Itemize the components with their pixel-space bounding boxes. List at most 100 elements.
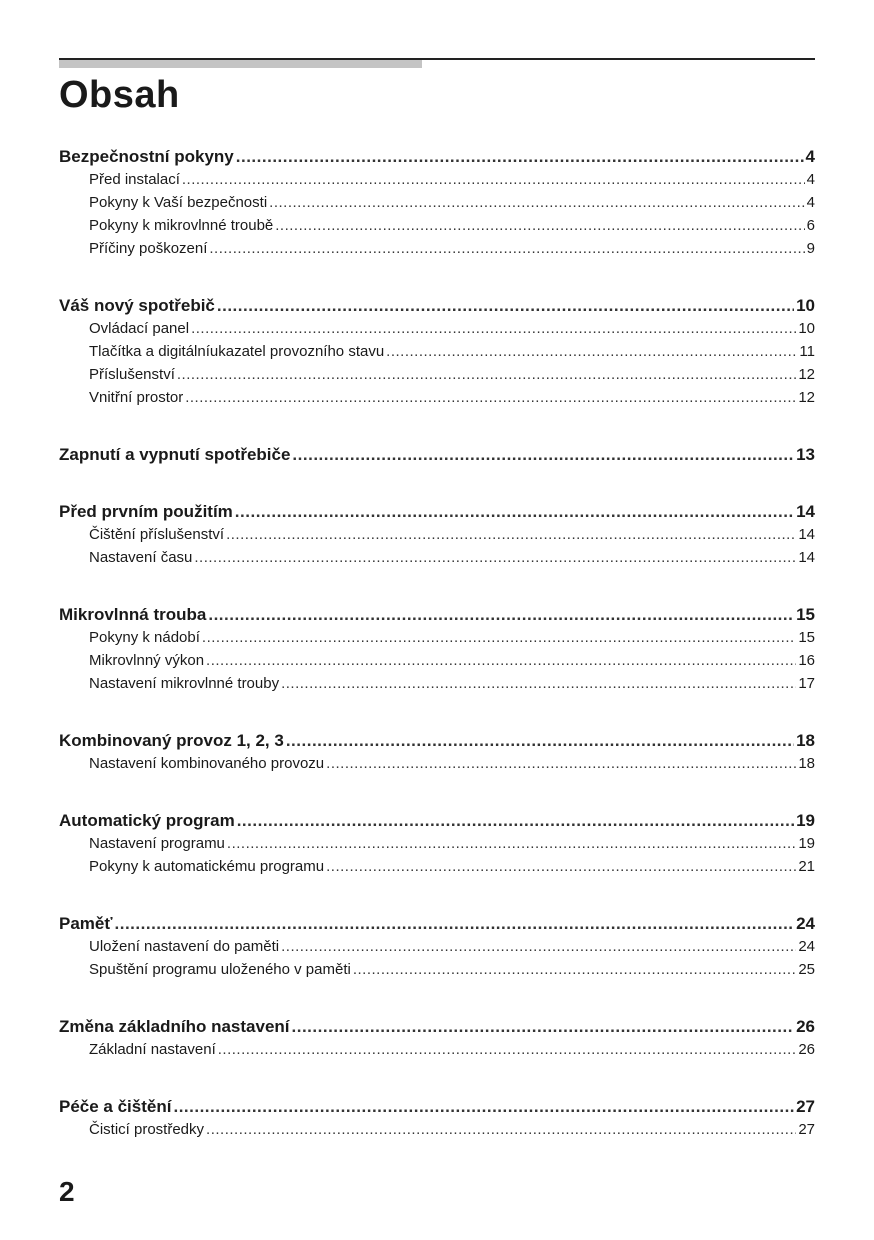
toc-entry[interactable]: Vnitřní prostor 12 [59,386,815,409]
toc-entry-label: Příčiny poškození [89,240,208,257]
toc-section-heading[interactable]: Váš nový spotřebič 10 [59,294,815,317]
toc-entry-page: 15 [798,629,815,646]
toc-entry-page: 25 [798,961,815,978]
toc-entry-label: Změna základního nastavení [59,1017,290,1036]
dot-leader [227,832,796,855]
toc-section-heading[interactable]: Automatický program 19 [59,809,815,832]
toc-entry-page: 19 [796,811,815,830]
toc-entry-page: 14 [798,549,815,566]
toc-entry-label: Tlačítka a digitálníukazatel provozního … [89,343,385,360]
dot-leader [275,214,804,237]
toc-entry[interactable]: Pokyny k mikrovlnné troubě 6 [59,214,815,237]
toc-entry-label: Ovládací panel [89,320,190,337]
page-title: Obsah [59,74,180,116]
toc-entry-label: Paměť [59,914,113,933]
toc-entry-page: 27 [796,1097,815,1116]
toc-entry-page: 27 [798,1121,815,1138]
toc-entry-page: 17 [798,675,815,692]
toc-entry-page: 15 [796,605,815,624]
toc-entry-page: 21 [798,858,815,875]
toc-entry-label: Pokyny k mikrovlnné troubě [89,217,274,234]
toc-entry[interactable]: Nastavení programu 19 [59,832,815,855]
dot-leader [185,386,796,409]
toc-section: Změna základního nastavení26Základní nas… [59,1015,815,1061]
toc-entry-label: Mikrovlnná trouba [59,605,207,624]
toc-entry-page: 12 [798,389,815,406]
dot-leader [177,363,796,386]
toc-entry-page: 16 [798,652,815,669]
toc-section-heading[interactable]: Paměť 24 [59,912,815,935]
toc-entry[interactable]: Spuštění programu uloženého v paměti 25 [59,958,815,981]
toc-entry-page: 13 [796,445,815,464]
toc-entry-page: 11 [799,343,815,360]
toc-entry[interactable]: Nastavení mikrovlnné trouby 17 [59,672,815,695]
toc-entry-label: Základní nastavení [89,1041,216,1058]
toc-section: Péče a čištění 27 Čisticí prostředky 27 [59,1095,815,1141]
toc-entry-page: 10 [796,296,815,315]
dot-leader [173,1095,794,1118]
toc-entry-label: Kombinovaný provoz 1, 2, 3 [59,731,284,750]
toc-entry-page: 4 [806,171,815,188]
toc-entry-label: Před prvním použitím [59,502,233,521]
dot-leader [209,237,804,260]
dot-leader [237,809,794,832]
dot-leader [281,935,796,958]
toc-entry-page: 10 [798,320,815,337]
toc-section-heading[interactable]: Zapnutí a vypnutí spotřebiče 13 [59,443,815,466]
toc-entry-label: Pokyny k Vaší bezpečnosti [89,194,268,211]
toc-entry[interactable]: Nastavení času 14 [59,546,815,569]
toc-entry[interactable]: Čištění příslušenství 14 [59,523,815,546]
page-number: 2 [59,1176,75,1207]
dot-leader [236,145,804,168]
toc-section-heading[interactable]: Bezpečnostní pokyny 4 [59,145,815,168]
dot-leader [286,729,794,752]
toc-entry[interactable]: Čisticí prostředky 27 [59,1118,815,1141]
toc-section-heading[interactable]: Kombinovaný provoz 1, 2, 3 18 [59,729,815,752]
toc-entry[interactable]: Tlačítka a digitálníukazatel provozního … [59,340,815,363]
toc-entry[interactable]: Ovládací panel 10 [59,317,815,340]
toc-entry[interactable]: Nastavení kombinovaného provozu 18 [59,752,815,775]
toc-entry-label: Bezpečnostní pokyny [59,147,234,166]
toc-entry[interactable]: Základní nastavení 26 [59,1038,815,1061]
toc-section: Paměť 24 Uložení nastavení do paměti 24 Spuš… [59,912,815,981]
toc-entry-page: 24 [796,914,815,933]
toc-entry-label: Nastavení kombinovaného provozu [89,755,325,772]
toc-entry[interactable]: Před instalací 4 [59,168,815,191]
toc-entry[interactable]: Příčiny poškození 9 [59,237,815,260]
toc-entry-label: Nastavení programu [89,835,225,852]
toc-entry-label: Spuštění programu uloženého v paměti [89,961,351,978]
dot-leader [226,523,796,546]
toc-entry-label: Péče a čištění [59,1097,172,1116]
dot-leader [202,626,796,649]
toc-section-heading[interactable]: Změna základního nastavení 26 [59,1015,815,1038]
toc-section-heading[interactable]: Péče a čištění 27 [59,1095,815,1118]
toc-section: Bezpečnostní pokyny4Před instalací4Pokyn… [59,145,815,260]
dot-leader [269,191,805,214]
toc-entry-page: 26 [798,1041,815,1058]
toc-entry-page: 6 [806,217,815,234]
header-gray-bar [59,60,422,68]
toc-entry[interactable]: Mikrovlnný výkon 16 [59,649,815,672]
toc-entry[interactable]: Uložení nastavení do paměti 24 [59,935,815,958]
toc-entry-label: Pokyny k automatickému programu [89,858,325,875]
toc-entry[interactable]: Příslušenství 12 [59,363,815,386]
toc-section-heading[interactable]: Mikrovlnná trouba 15 [59,603,815,626]
dot-leader [235,500,794,523]
toc-section-heading[interactable]: Před prvním použitím 14 [59,500,815,523]
toc-entry-label: Nastavení mikrovlnné trouby [89,675,280,692]
toc-section: Váš nový spotřebič 10 Ovládací panel 10 Tlač… [59,294,815,409]
table-of-contents: Bezpečnostní pokyny4Před instalací4Pokyn… [59,145,815,1175]
toc-entry[interactable]: Pokyny k Vaší bezpečnosti 4 [59,191,815,214]
toc-entry-label: Zapnutí a vypnutí spotřebiče [59,445,291,464]
toc-entry-page: 4 [806,194,815,211]
header-rule [59,58,815,60]
toc-entry-page: 14 [798,526,815,543]
toc-entry[interactable]: Pokyny k automatickému programu 21 [59,855,815,878]
toc-entry-page: 14 [796,502,815,521]
dot-leader [194,546,796,569]
toc-entry-label: Pokyny k nádobí [89,629,200,646]
dot-leader [386,340,797,363]
toc-entry[interactable]: Pokyny k nádobí 15 [59,626,815,649]
toc-entry-label: Příslušenství [89,366,175,383]
toc-entry-label: Váš nový spotřebič [59,296,215,315]
